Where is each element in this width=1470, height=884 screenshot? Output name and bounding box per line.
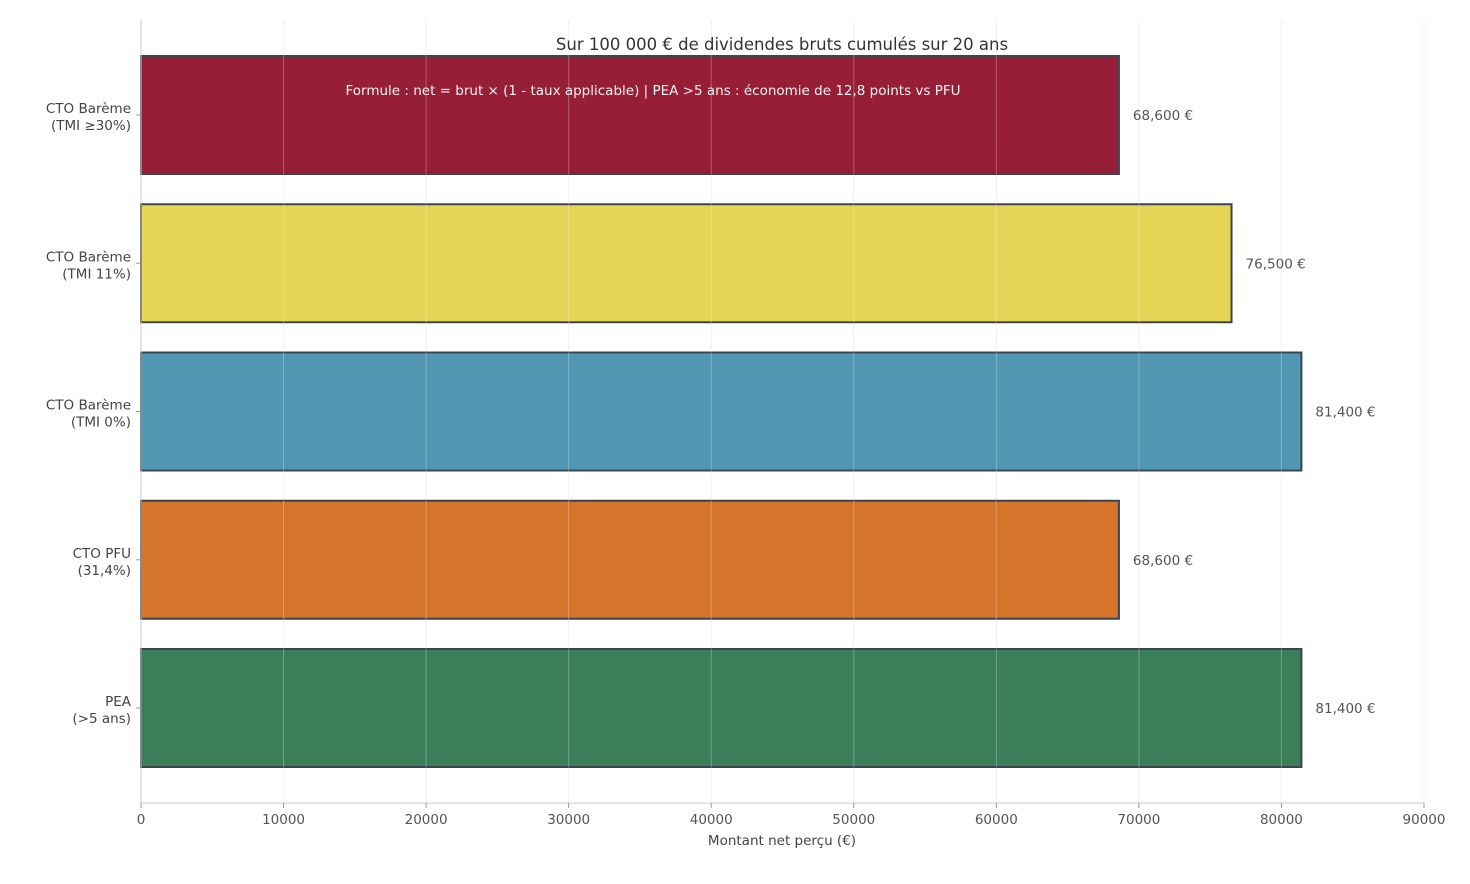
category-label: CTO Barème bbox=[46, 101, 131, 117]
x-tick-label: 40000 bbox=[690, 812, 733, 828]
value-label: 68,600 € bbox=[1133, 108, 1193, 124]
bar bbox=[140, 55, 1120, 175]
x-tick-label: 60000 bbox=[975, 812, 1018, 828]
category-label: (31,4%) bbox=[78, 563, 131, 579]
value-label: 76,500 € bbox=[1246, 256, 1306, 272]
category-labels: CTO Barème(TMI ≥30%)CTO Barème(TMI 11%)C… bbox=[46, 101, 141, 727]
x-tick-label: 90000 bbox=[1403, 812, 1446, 828]
value-label: 68,600 € bbox=[1133, 553, 1193, 569]
category-label: (TMI ≥30%) bbox=[51, 118, 131, 134]
category-label: CTO Barème bbox=[46, 398, 131, 414]
bar bbox=[140, 203, 1233, 324]
category-label: (TMI 11%) bbox=[62, 266, 131, 282]
x-tick-label: 20000 bbox=[405, 812, 448, 828]
x-tick-label: 10000 bbox=[262, 812, 305, 828]
bar bbox=[140, 499, 1120, 620]
bars bbox=[140, 55, 1303, 768]
x-axis-title: Montant net perçu (€) bbox=[708, 833, 856, 849]
category-label: (TMI 0%) bbox=[71, 415, 131, 431]
value-labels: 68,600 € 76,500 € 81,400 € 68,600 € 81,400 € bbox=[1133, 108, 1376, 717]
x-tick-label: 0 bbox=[137, 812, 146, 828]
bar bbox=[140, 351, 1303, 472]
formula-annotation: Formule : net = brut × (1 - taux applica… bbox=[345, 83, 960, 99]
category-label: CTO PFU bbox=[73, 546, 131, 562]
category-label: CTO Barème bbox=[46, 249, 131, 265]
category-label: (>5 ans) bbox=[72, 711, 131, 727]
x-ticks: 0 10000 20000 30000 40000 50000 60000 70000 8000… bbox=[137, 803, 1446, 828]
overlay-grid-lines bbox=[283, 20, 1425, 803]
x-tick-label: 30000 bbox=[547, 812, 590, 828]
value-label: 81,400 € bbox=[1315, 405, 1375, 421]
category-label: PEA bbox=[105, 694, 132, 710]
bar bbox=[140, 648, 1303, 768]
x-tick-label: 80000 bbox=[1260, 812, 1303, 828]
value-label: 81,400 € bbox=[1315, 701, 1375, 717]
x-tick-label: 50000 bbox=[832, 812, 875, 828]
x-tick-label: 70000 bbox=[1117, 812, 1160, 828]
chart-title: Sur 100 000 € de dividendes bruts cumulé… bbox=[556, 35, 1008, 54]
